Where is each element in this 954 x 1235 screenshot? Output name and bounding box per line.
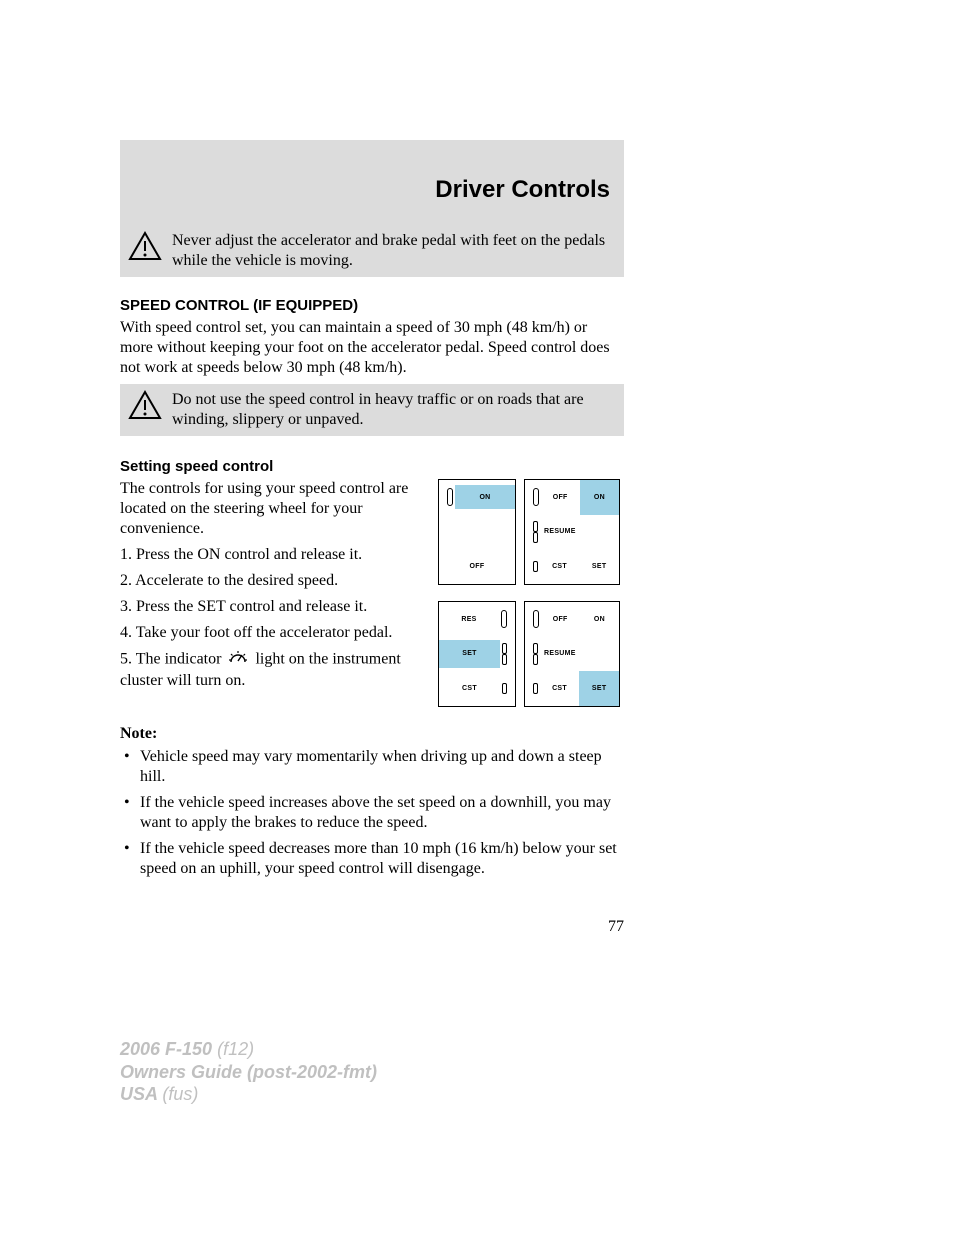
setting-heading: Setting speed control [120, 458, 624, 475]
step-4: 4. Take your foot off the accelerator pe… [120, 623, 420, 643]
speed-control-heading: SPEED CONTROL (IF EQUIPPED) [120, 297, 624, 314]
ctl-cst: CST [462, 685, 477, 692]
footer-block: 2006 F-150 (f12) Owners Guide (post-2002… [120, 1038, 377, 1106]
control-box-on-off: ON OFF [438, 479, 516, 585]
ctl-resume: RESUME [540, 650, 619, 657]
ctl-row: RESUME [525, 637, 619, 672]
setting-two-col: The controls for using your speed contro… [120, 479, 624, 707]
toggle-icon [533, 561, 538, 572]
note-item: Vehicle speed may vary momentarily when … [120, 747, 624, 787]
ctl-row: CST SET [525, 549, 619, 584]
footer-region-code: (fus) [162, 1084, 198, 1104]
page-number: 77 [608, 918, 624, 936]
toggle-icon [533, 532, 538, 543]
warning-text: Do not use the speed control in heavy tr… [172, 390, 616, 430]
toggle-icon [533, 654, 538, 665]
ctl-off-cell: OFF [541, 602, 580, 637]
setting-text-col: The controls for using your speed contro… [120, 479, 420, 697]
speed-control-body: With speed control set, you can maintain… [120, 318, 624, 378]
ctl-row: ON [439, 480, 515, 515]
toggle-icon [502, 683, 507, 694]
ctl-off: OFF [470, 563, 485, 570]
note-item: If the vehicle speed increases above the… [120, 793, 624, 833]
ctl-cst: CST [540, 671, 580, 706]
page: Driver Controls Never adjust the acceler… [0, 0, 954, 1235]
note-heading: Note: [120, 725, 624, 743]
step-1: 1. Press the ON control and release it. [120, 545, 420, 565]
toggle-icon [533, 683, 538, 694]
warning-text: Never adjust the accelerator and brake p… [172, 231, 616, 271]
ctl-set: SET [579, 549, 619, 584]
ctl-row: SET [439, 637, 515, 672]
toggle-icon [533, 521, 538, 532]
ctl-on-cell: ON [580, 480, 619, 515]
ctl-row: CST [439, 671, 515, 706]
ctl-on-cell: ON [580, 602, 619, 637]
footer-region: USA [120, 1084, 162, 1104]
note-item: If the vehicle speed decreases more than… [120, 839, 624, 879]
footer-code: (f12) [217, 1039, 254, 1059]
step-3: 3. Press the SET control and release it. [120, 597, 420, 617]
toggle-icon [533, 643, 538, 654]
toggle-icon [447, 488, 453, 506]
ctl-set: SET [462, 650, 477, 657]
toggle-icon [533, 610, 539, 628]
step-5: 5. The indicator light on the instrum [120, 649, 420, 691]
ctl-row: OFF [439, 549, 515, 584]
warning-triangle-icon [128, 231, 162, 266]
control-box-right-bottom: OFF ON RESUME CST SET [524, 601, 620, 707]
ctl-resume: RESUME [540, 528, 619, 535]
footer-line-1: 2006 F-150 (f12) [120, 1038, 377, 1061]
control-grid-top: ON OFF OFF ON [438, 479, 624, 585]
toggle-icon [502, 643, 507, 654]
warning-box-pedals: Never adjust the accelerator and brake p… [120, 225, 624, 277]
control-diagrams: ON OFF OFF ON [438, 479, 624, 707]
footer-line-2: Owners Guide (post-2002-fmt) [120, 1061, 377, 1084]
ctl-row: OFF ON [525, 602, 619, 637]
ctl-row: RES [439, 602, 515, 637]
ctl-cst: CST [540, 549, 580, 584]
content-area: Never adjust the accelerator and brake p… [120, 225, 624, 885]
ctl-row: RESUME [525, 515, 619, 550]
footer-model: 2006 F-150 [120, 1039, 217, 1059]
toggle-icon [502, 654, 507, 665]
step-2: 2. Accelerate to the desired speed. [120, 571, 420, 591]
ctl-row: CST SET [525, 671, 619, 706]
ctl-off-cell: OFF [541, 480, 580, 515]
section-title: Driver Controls [435, 176, 610, 203]
note-list: Vehicle speed may vary momentarily when … [120, 747, 624, 879]
setting-intro: The controls for using your speed contro… [120, 479, 420, 539]
toggle-icon [501, 610, 507, 628]
warning-triangle-icon [128, 390, 162, 425]
footer-line-3: USA (fus) [120, 1083, 377, 1106]
ctl-row: OFF ON [525, 480, 619, 515]
ctl-on: ON [455, 485, 515, 509]
ctl-res: RES [461, 616, 476, 623]
control-box-right-top: OFF ON RESUME CST SET [524, 479, 620, 585]
toggle-icon [533, 488, 539, 506]
control-box-res-set-cst: RES SET CST [438, 601, 516, 707]
ctl-set: SET [579, 671, 619, 706]
warning-box-traffic: Do not use the speed control in heavy tr… [120, 384, 624, 436]
control-grid-bottom: RES SET CST [438, 601, 624, 707]
cruise-indicator-icon [227, 649, 249, 671]
step-5a: 5. The indicator [120, 651, 221, 668]
